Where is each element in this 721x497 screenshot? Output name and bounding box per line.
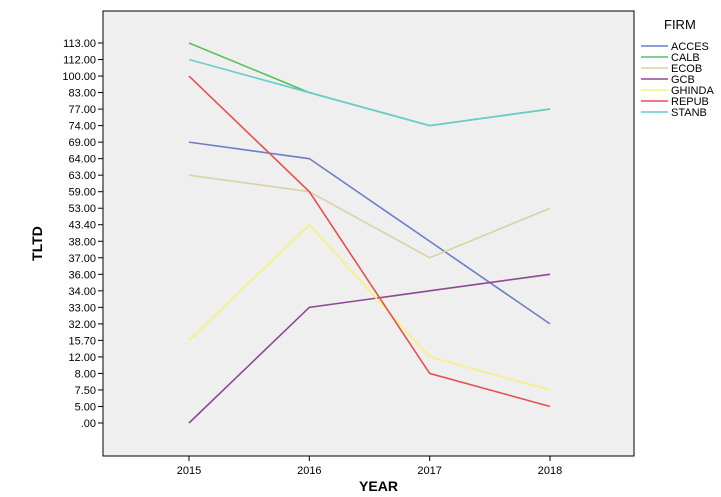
x-axis: 2015 2016 2017 2018 [177,456,562,477]
y-tick-label: 37.00 [68,253,96,265]
y-tick-label: 7.50 [75,385,96,397]
y-tick-label: 12.00 [68,352,96,364]
y-tick-label: 74.00 [68,121,96,133]
y-tick-label: 32.00 [68,319,96,331]
legend-label-ghinda: GHINDA [671,85,714,97]
y-axis: .00 5.00 7.50 8.00 12.00 15.70 32.00 33.00 34.00… [62,38,103,430]
y-tick-label: 59.00 [68,187,96,199]
x-tick-label: 2017 [417,465,441,477]
legend-label-acces: ACCES [671,41,709,53]
x-tick-label: 2015 [177,465,201,477]
y-tick-label: 36.00 [68,269,96,281]
y-tick-label: 64.00 [68,154,96,166]
y-tick-label: 112.00 [63,55,96,67]
y-tick-label: 38.00 [68,236,96,248]
y-tick-label: 77.00 [68,104,96,116]
series-line-stanb [188,58,551,127]
legend-label-ecob: ECOB [671,63,702,75]
y-tick-label: 43.40 [68,220,96,232]
series-line-gcb [188,273,551,424]
series-lines [188,42,551,424]
series-line-ecob [188,174,551,259]
series-line-ghinda [188,223,551,391]
y-tick-label: 69.00 [68,137,96,149]
y-tick-label: 83.00 [68,88,96,100]
x-tick-label: 2018 [538,465,562,477]
legend-label-stanb: STANB [671,107,707,119]
y-tick-label: 15.70 [68,335,96,347]
series-line-repub [188,75,551,408]
y-tick-label: 5.00 [75,401,96,413]
legend-label-gcb: GCB [671,74,695,86]
y-tick-label: 100.00 [62,71,96,83]
legend-label-calb: CALB [671,52,700,64]
x-axis-title: YEAR [359,478,398,494]
y-tick-label: 113.00 [63,38,96,50]
y-tick-label: 8.00 [75,368,96,380]
y-tick-label: .00 [81,418,96,430]
y-tick-label: 33.00 [68,302,96,314]
plot-area [102,10,635,457]
x-tick-label: 2016 [297,465,321,477]
legend-label-repub: REPUB [671,96,709,108]
y-tick-label: 63.00 [68,170,96,182]
y-tick-label: 53.00 [68,203,96,215]
y-tick-label: 34.00 [68,286,96,298]
y-axis-title: TLTD [29,226,45,261]
legend-title: FIRM [664,17,696,32]
